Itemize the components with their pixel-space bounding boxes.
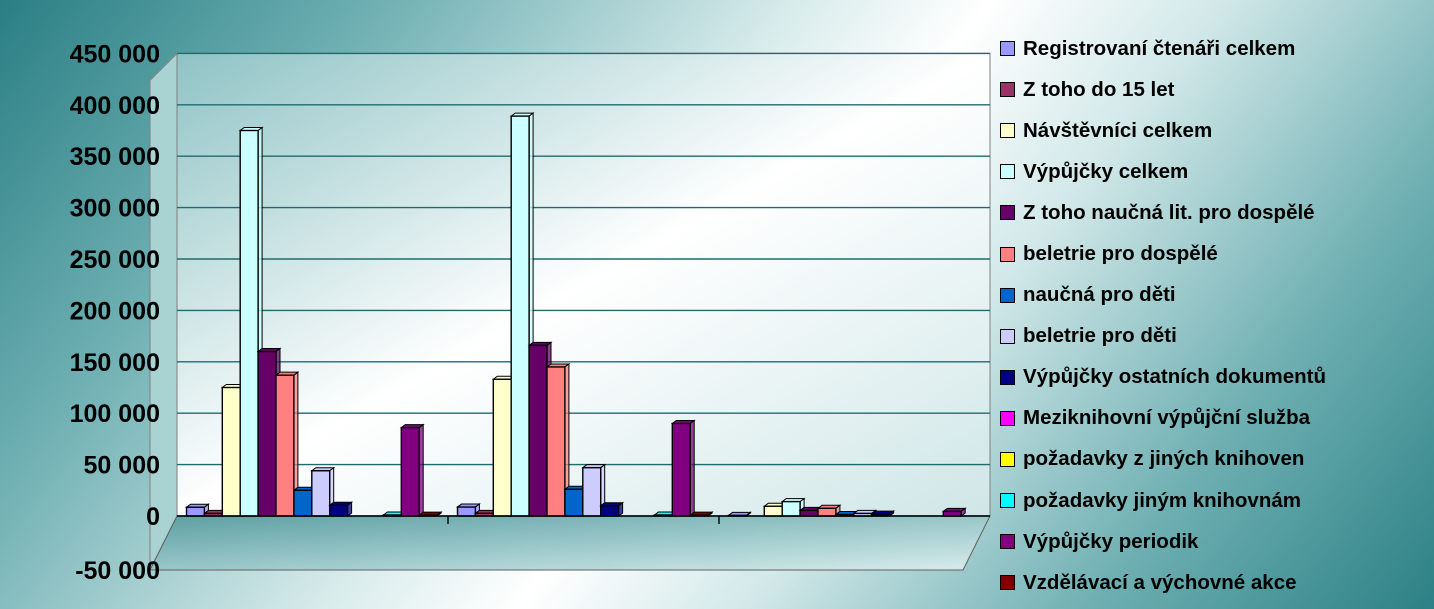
bar [401, 428, 419, 516]
bar [258, 352, 276, 516]
y-tick-label: 450 000 [70, 40, 160, 68]
legend-swatch [1000, 575, 1015, 590]
bar [529, 345, 547, 516]
bar [187, 507, 205, 516]
legend-swatch [1000, 411, 1015, 426]
legend-swatch [1000, 247, 1015, 262]
back-wall [177, 53, 990, 516]
bar [493, 379, 511, 516]
legend-label: Výpůjčky celkem [1023, 160, 1188, 184]
legend-swatch [1000, 82, 1015, 97]
legend-swatch [1000, 205, 1015, 220]
bar [312, 471, 330, 516]
y-tick-label: 0 [146, 503, 160, 531]
bar [601, 506, 619, 516]
legend-item: Výpůjčky periodik [1000, 521, 1430, 562]
bar [222, 388, 240, 517]
legend-item: Registrovaní čtenáři celkem [1000, 28, 1430, 69]
y-tick-label: 150 000 [70, 349, 160, 377]
legend-label: naučná pro děti [1023, 283, 1176, 307]
bar [672, 423, 690, 516]
bar [583, 468, 601, 516]
legend-label: požadavky z jiných knihoven [1023, 447, 1304, 471]
legend-label: požadavky jiným knihovnám [1023, 489, 1301, 513]
legend: Registrovaní čtenáři celkem Z toho do 15 … [1000, 28, 1430, 603]
legend-item: naučná pro děti [1000, 275, 1430, 316]
y-tick-label: 400 000 [70, 92, 160, 120]
legend-item: beletrie pro děti [1000, 316, 1430, 357]
legend-swatch [1000, 288, 1015, 303]
legend-label: Výpůjčky periodik [1023, 530, 1198, 554]
bar [511, 116, 529, 516]
bar [565, 489, 583, 516]
legend-item: Z toho do 15 let [1000, 69, 1430, 110]
bar [458, 507, 476, 516]
bar [547, 367, 565, 516]
bar [240, 131, 258, 517]
legend-swatch [1000, 329, 1015, 344]
y-tick-label: 100 000 [70, 400, 160, 428]
y-tick-label: 50 000 [84, 452, 160, 480]
legend-label: beletrie pro děti [1023, 324, 1177, 348]
legend-label: Vzdělávací a výchovné akce [1023, 571, 1297, 595]
legend-item: Výpůjčky ostatních dokumentů [1000, 357, 1430, 398]
legend-swatch [1000, 164, 1015, 179]
legend-item: beletrie pro dospělé [1000, 233, 1430, 274]
bar [818, 508, 836, 516]
legend-label: Návštěvníci celkem [1023, 119, 1212, 143]
legend-swatch [1000, 534, 1015, 549]
y-tick-label: 350 000 [70, 143, 160, 171]
y-tick-label: 200 000 [70, 297, 160, 325]
legend-item: Z toho naučná lit. pro dospělé [1000, 192, 1430, 233]
legend-swatch [1000, 41, 1015, 56]
floor [150, 516, 990, 570]
legend-label: Z toho naučná lit. pro dospělé [1023, 201, 1315, 225]
bar [782, 502, 800, 516]
legend-item: požadavky jiným knihovnám [1000, 480, 1430, 521]
bar [764, 506, 782, 516]
y-tick-label: 250 000 [70, 246, 160, 274]
y-tick-label: -50 000 [75, 557, 160, 585]
legend-label: Z toho do 15 let [1023, 78, 1174, 102]
legend-swatch [1000, 452, 1015, 467]
legend-item: Návštěvníci celkem [1000, 110, 1430, 151]
legend-swatch [1000, 493, 1015, 508]
legend-label: Meziknihovní výpůjční služba [1023, 406, 1310, 430]
bar [330, 505, 348, 516]
legend-label: Registrovaní čtenáři celkem [1023, 37, 1295, 61]
legend-item: Výpůjčky celkem [1000, 151, 1430, 192]
legend-item: Vzdělávací a výchovné akce [1000, 562, 1430, 603]
legend-swatch [1000, 370, 1015, 385]
legend-item: požadavky z jiných knihoven [1000, 439, 1430, 480]
bar [800, 510, 818, 516]
legend-item: Meziknihovní výpůjční služba [1000, 398, 1430, 439]
legend-label: Výpůjčky ostatních dokumentů [1023, 365, 1326, 389]
bar [294, 490, 312, 516]
y-axis-tick-labels: -50 000 0 50 000 100 000 150 000 200 000 250 0… [70, 40, 160, 585]
legend-label: beletrie pro dospělé [1023, 242, 1218, 266]
legend-swatch [1000, 123, 1015, 138]
y-tick-label: 300 000 [70, 195, 160, 223]
bar [276, 375, 294, 516]
